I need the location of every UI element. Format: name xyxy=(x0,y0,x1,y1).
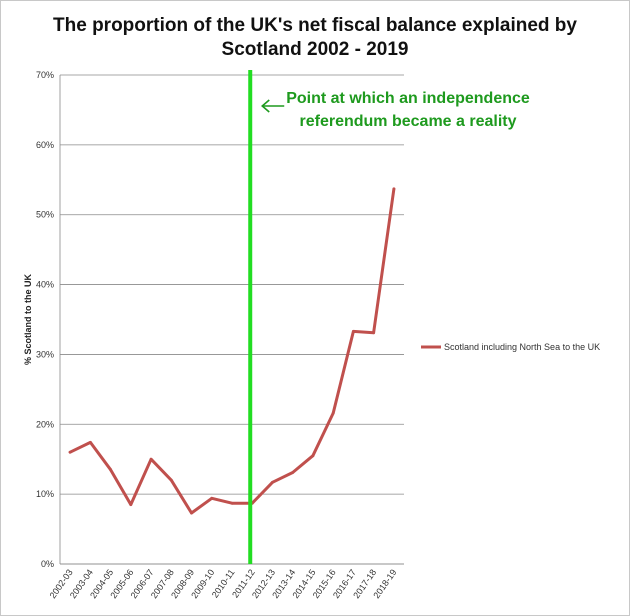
x-axis-ticks: 2002-032003-042004-052005-062006-072007-… xyxy=(48,567,399,600)
annotation-text: Point at which an independence xyxy=(286,90,530,107)
y-tick-label: 70% xyxy=(36,70,54,80)
grid-lines xyxy=(59,74,404,565)
data-point xyxy=(331,411,335,415)
chart-title: The proportion of the UK's net fiscal ba… xyxy=(30,14,600,62)
data-point xyxy=(68,450,72,454)
annotation: Point at which an independence referendum… xyxy=(261,90,530,130)
y-tick-label: 0% xyxy=(41,559,54,569)
data-point xyxy=(392,187,396,191)
chart-title-line-2: Scotland 2002 - 2019 xyxy=(221,39,409,60)
data-point xyxy=(190,511,193,515)
y-axis-ticks: 0% 10% 20% 30% 40% 50% 60% 70% xyxy=(36,70,54,569)
series-line xyxy=(68,187,396,515)
data-point xyxy=(169,478,173,482)
data-point xyxy=(210,496,214,500)
data-point xyxy=(271,480,274,484)
data-point xyxy=(88,441,92,444)
y-tick-label: 60% xyxy=(36,140,54,150)
data-point xyxy=(149,457,153,461)
y-tick-label: 50% xyxy=(36,210,54,220)
data-point xyxy=(129,503,133,507)
legend-label: Scotland including North Sea to the UK xyxy=(444,342,600,352)
y-tick-label: 40% xyxy=(36,280,54,290)
legend: Scotland including North Sea to the UK xyxy=(421,342,600,352)
data-point xyxy=(352,329,355,333)
data-point xyxy=(109,468,112,472)
y-tick-label: 20% xyxy=(36,419,54,429)
data-point xyxy=(230,501,234,505)
y-tick-label: 10% xyxy=(36,489,54,499)
annotation-text: referendum became a reality xyxy=(300,113,517,130)
annotation-arrow-head xyxy=(261,99,270,113)
data-point xyxy=(291,471,295,474)
y-tick-label: 30% xyxy=(36,349,54,359)
data-point xyxy=(311,454,315,458)
series-group xyxy=(68,187,396,515)
chart-title-line-1: The proportion of the UK's net fiscal ba… xyxy=(53,15,577,36)
y-axis-label: % Scotland to the UK xyxy=(23,274,33,366)
data-point xyxy=(372,331,376,335)
